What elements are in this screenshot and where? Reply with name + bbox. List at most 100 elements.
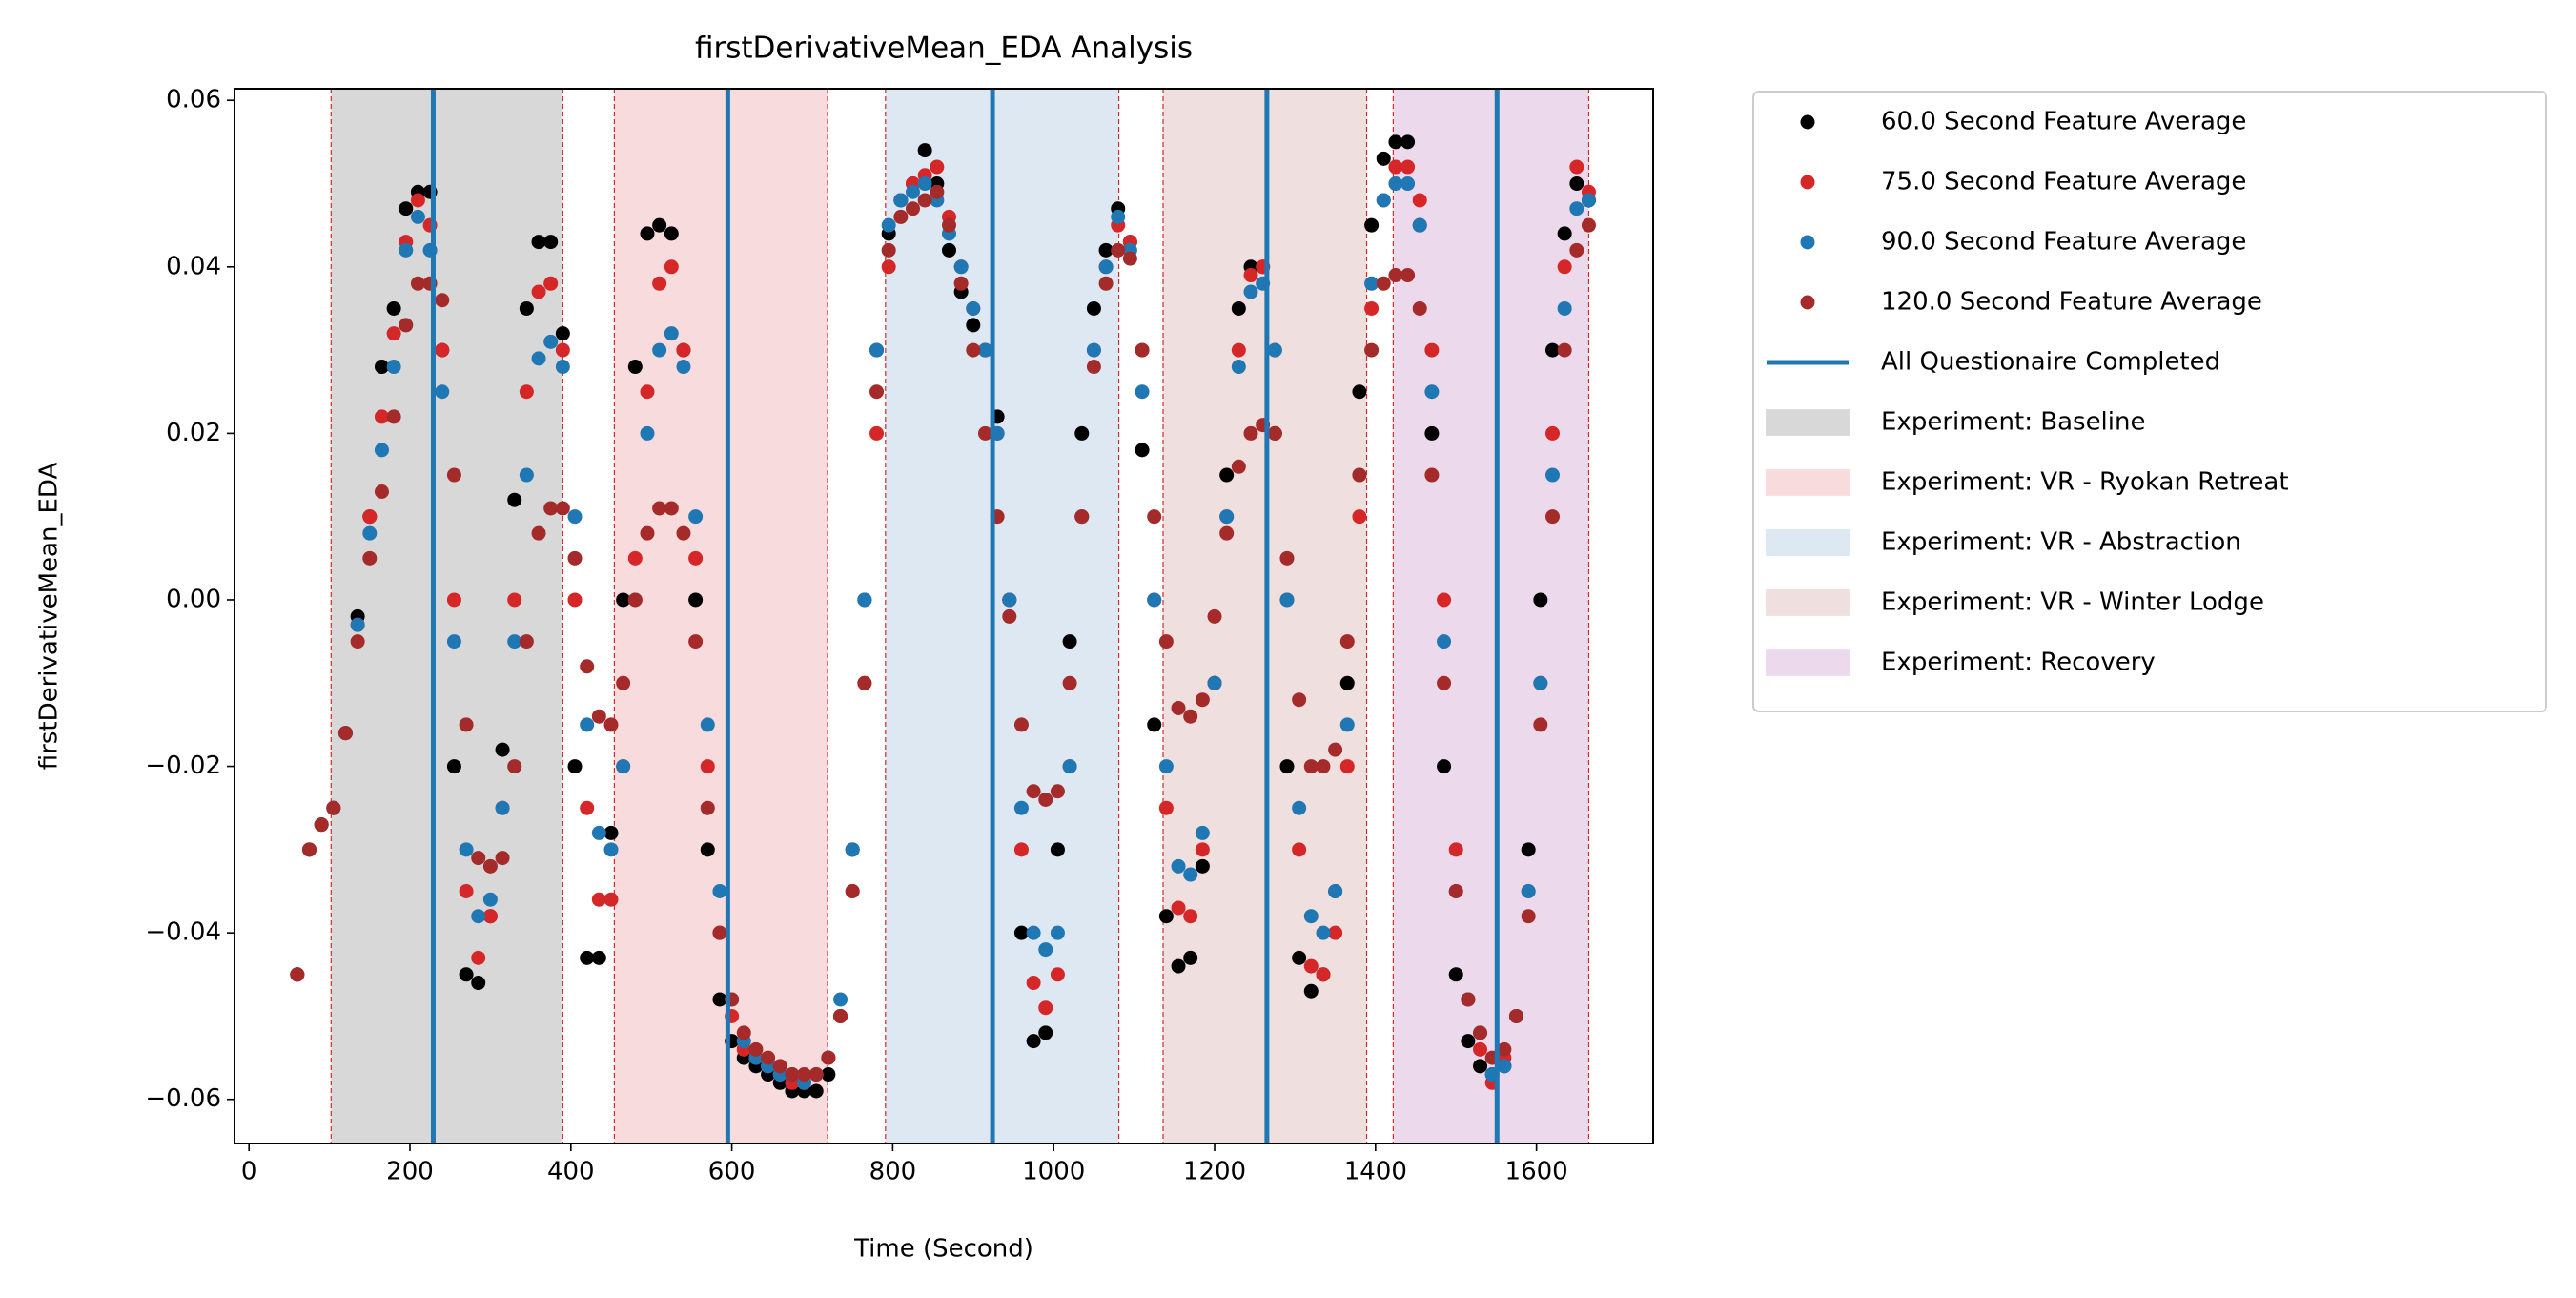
dot	[1581, 217, 1596, 233]
dot	[1050, 967, 1065, 982]
dot	[519, 634, 534, 649]
dot	[580, 800, 595, 815]
dot	[1544, 342, 1560, 358]
dot	[1292, 692, 1307, 708]
dot	[1581, 193, 1596, 208]
dot	[471, 950, 486, 965]
dot	[1388, 134, 1403, 150]
dot	[953, 276, 969, 291]
dot	[966, 342, 981, 358]
dot	[930, 184, 945, 199]
dot	[1013, 842, 1029, 857]
x-axis-label: Time (Second)	[853, 1235, 1033, 1264]
dot	[362, 509, 378, 525]
dot	[591, 892, 606, 907]
dot	[1111, 242, 1126, 258]
dot	[1533, 592, 1548, 608]
dot	[482, 858, 498, 874]
dot	[1473, 1059, 1488, 1074]
dot	[1158, 759, 1174, 774]
dot	[555, 342, 570, 358]
dot	[1303, 958, 1319, 974]
dot	[640, 525, 655, 541]
dot	[808, 1083, 824, 1099]
y-tick-label: −0.04	[145, 918, 221, 947]
dot	[1267, 342, 1282, 358]
dot	[1521, 909, 1536, 924]
dot	[1328, 925, 1343, 940]
dot	[1316, 759, 1331, 774]
legend-patch	[1766, 469, 1850, 496]
series	[290, 184, 1596, 1082]
legend-label: 75.0 Second Feature Average	[1881, 168, 2246, 196]
dot	[1328, 884, 1343, 899]
dot	[471, 851, 486, 866]
dot	[1521, 842, 1536, 857]
dot	[507, 492, 522, 507]
dot	[446, 592, 461, 608]
dot	[1364, 217, 1380, 233]
dot	[1013, 717, 1029, 732]
dot	[1219, 467, 1235, 483]
dot	[1461, 992, 1476, 1007]
dot	[1364, 300, 1380, 316]
dot	[833, 1008, 848, 1023]
dot	[1352, 467, 1367, 483]
dot	[1158, 909, 1174, 924]
dot	[386, 409, 401, 424]
dot	[1002, 608, 1017, 624]
dot	[1352, 509, 1367, 525]
dot	[580, 950, 595, 965]
dot	[1352, 384, 1367, 400]
dot	[1424, 425, 1440, 441]
dot	[482, 909, 498, 924]
dot	[386, 300, 401, 316]
dot	[1557, 300, 1572, 316]
dot	[1195, 825, 1210, 840]
dot	[627, 592, 643, 608]
legend-box	[1752, 91, 2547, 712]
dot	[1400, 176, 1416, 192]
dot	[459, 967, 474, 982]
dot	[1412, 193, 1427, 208]
dot	[301, 842, 317, 857]
dot	[1147, 592, 1162, 608]
dot	[1013, 800, 1029, 815]
dot	[350, 634, 365, 649]
x-tick-label: 1400	[1344, 1158, 1407, 1186]
dot	[1086, 360, 1101, 375]
dot	[712, 884, 727, 899]
dot	[845, 884, 860, 899]
dot	[953, 259, 969, 275]
dot	[1569, 176, 1584, 192]
dot	[1279, 759, 1295, 774]
dot	[1026, 784, 1041, 799]
plot-frame	[234, 88, 1654, 1144]
dot	[1461, 1034, 1476, 1049]
span	[885, 89, 1119, 1143]
dot	[1328, 742, 1343, 757]
dot	[1388, 159, 1403, 175]
dot	[1569, 201, 1584, 216]
dot	[966, 300, 981, 316]
dot	[1303, 759, 1319, 774]
dot	[676, 360, 691, 375]
legend-label: Experiment: VR - Abstraction	[1881, 528, 2241, 557]
dot	[567, 759, 583, 774]
dot	[1122, 251, 1137, 266]
dot	[519, 384, 534, 400]
dot	[374, 360, 389, 375]
dot	[845, 842, 860, 857]
dot	[446, 759, 461, 774]
y-tick-label: −0.06	[145, 1084, 221, 1113]
dot	[941, 217, 956, 233]
dot	[1376, 193, 1391, 208]
dot	[471, 976, 486, 991]
legend-patch	[1766, 529, 1850, 556]
dot	[821, 1067, 836, 1082]
dot	[567, 550, 583, 566]
dot	[1267, 425, 1282, 441]
dot	[808, 1067, 824, 1082]
dot	[1497, 1041, 1512, 1057]
dot	[917, 193, 932, 208]
